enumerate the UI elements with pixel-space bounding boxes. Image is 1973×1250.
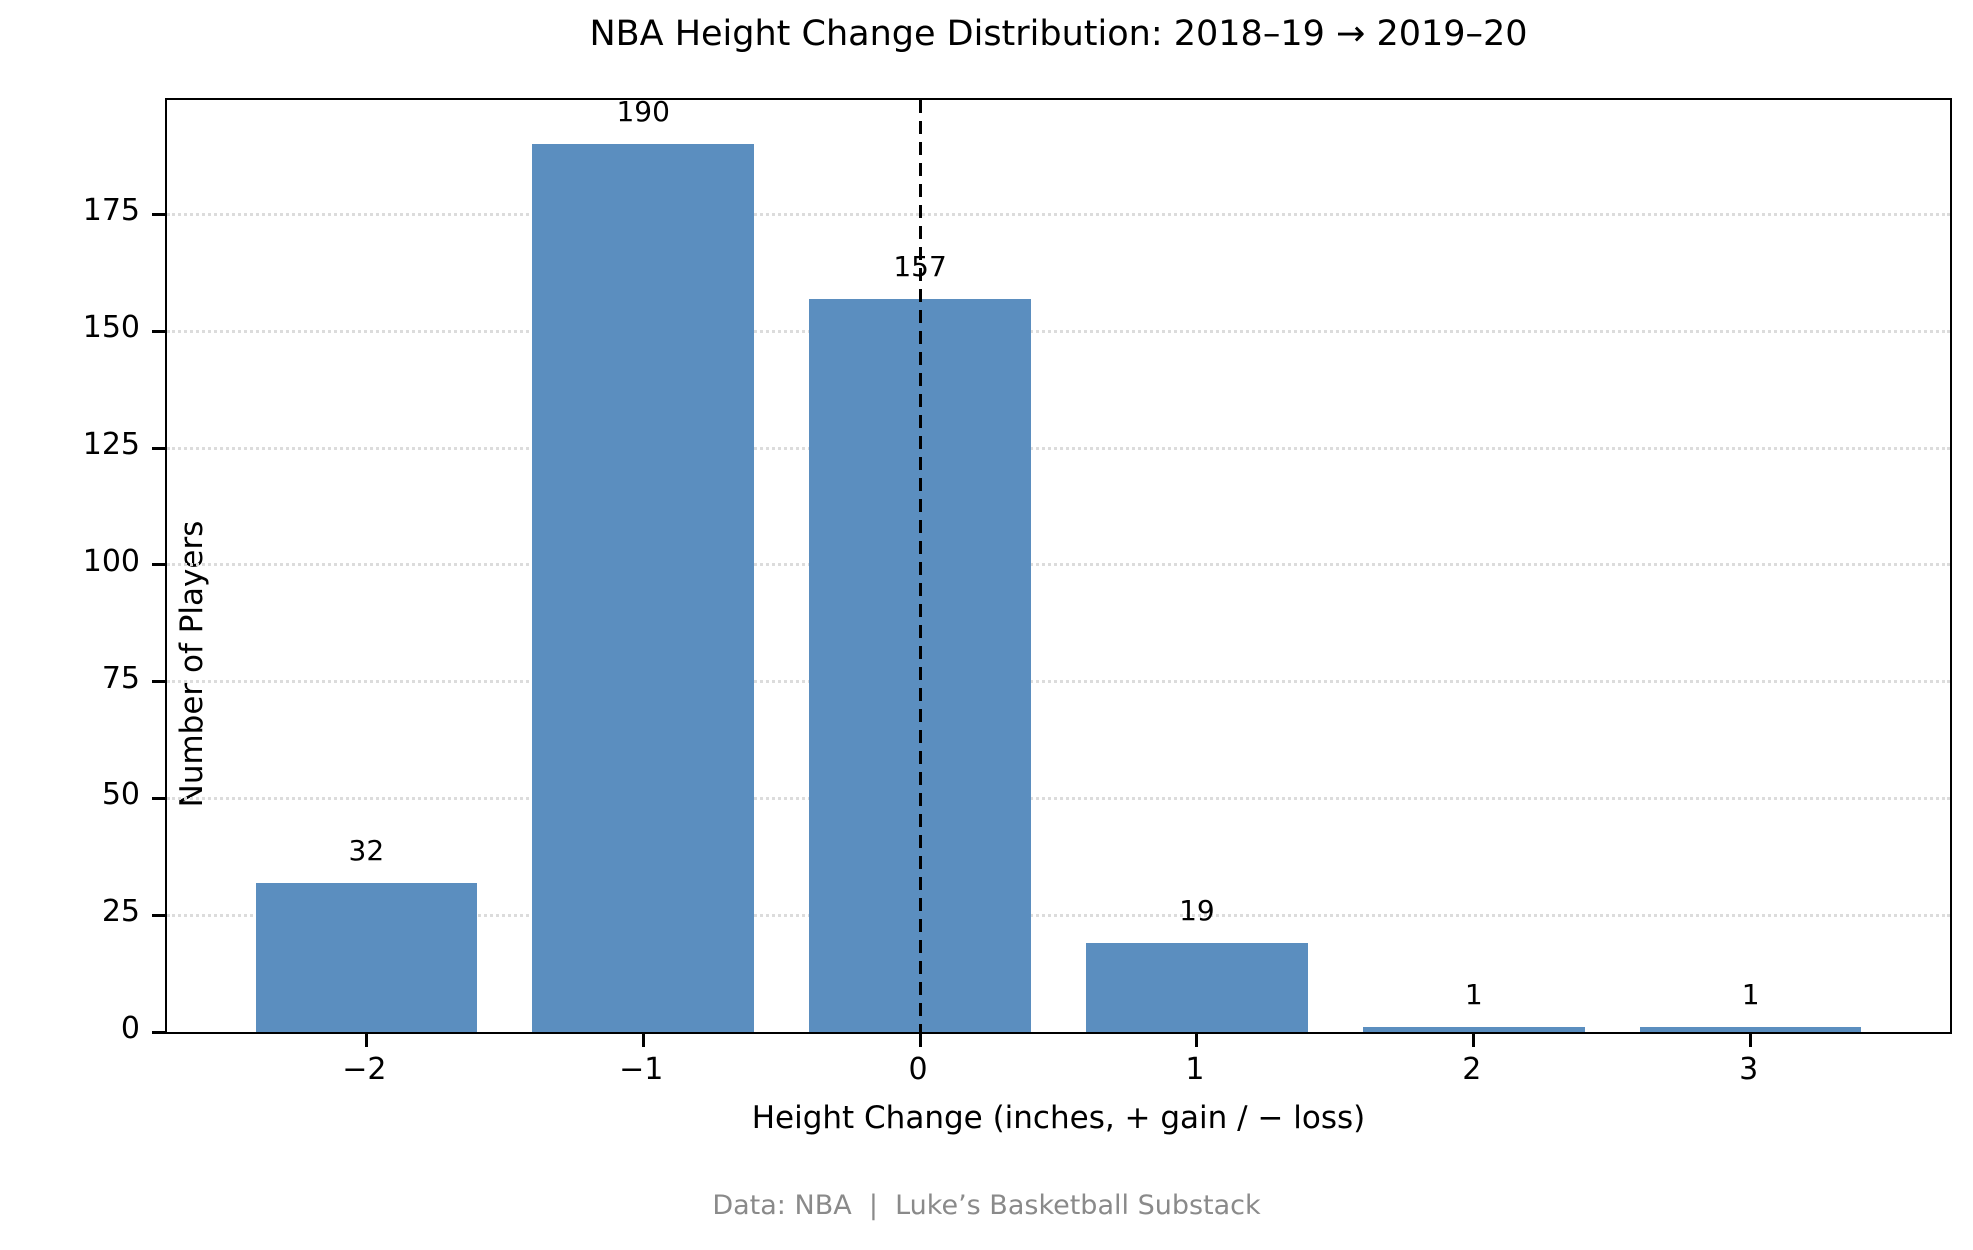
- gridline: [167, 563, 1950, 567]
- x-tick-mark: [364, 1032, 368, 1047]
- x-tick-label: 1: [1185, 1052, 1205, 1087]
- bar: [1363, 1027, 1585, 1032]
- gridline: [167, 446, 1950, 450]
- bar: [1086, 943, 1308, 1032]
- y-tick-mark: [152, 796, 167, 800]
- y-tick-label: 50: [101, 777, 140, 813]
- y-tick-mark: [152, 329, 167, 333]
- x-axis-title: Height Change (inches, + gain / − loss): [751, 1100, 1366, 1136]
- y-tick-mark: [152, 446, 167, 450]
- y-tick-mark: [152, 212, 167, 216]
- bar: [1639, 1027, 1862, 1032]
- footer-caption: Data: NBA | Luke’s Basketball Substack: [712, 1190, 1261, 1221]
- x-tick-mark: [918, 1032, 922, 1047]
- bar: [532, 144, 754, 1032]
- y-tick-mark: [152, 563, 167, 567]
- y-tick-label: 175: [82, 193, 140, 229]
- bar-value-label: 1: [1464, 978, 1483, 1012]
- y-tick-label: 100: [82, 543, 140, 579]
- bar-value-label: 190: [616, 95, 670, 129]
- x-tick-label: 0: [908, 1052, 928, 1087]
- gridline: [167, 329, 1950, 333]
- gridline: [167, 913, 1950, 917]
- x-tick-label: 2: [1462, 1052, 1482, 1087]
- x-tick-mark: [1749, 1032, 1753, 1047]
- gridline: [167, 212, 1950, 216]
- y-tick-label: 25: [101, 894, 140, 930]
- plot-area: Number of Players 321901571911: [152, 95, 1952, 1047]
- bar: [255, 882, 478, 1032]
- y-tick-mark: [152, 913, 167, 917]
- bar-value-label: 19: [1179, 894, 1215, 928]
- chart-title: NBA Height Change Distribution: 2018–19 …: [589, 14, 1528, 54]
- bar-value-label: 32: [348, 833, 385, 867]
- x-tick-label: −1: [619, 1052, 664, 1087]
- x-tick-mark: [641, 1032, 645, 1047]
- y-tick-mark: [152, 1030, 167, 1034]
- x-tick-mark: [1195, 1032, 1199, 1047]
- bar-value-label: 1: [1741, 978, 1760, 1012]
- y-tick-mark: [152, 680, 167, 684]
- gridline: [167, 796, 1950, 800]
- zero-reference-line: [918, 100, 922, 1032]
- x-tick-label: 3: [1739, 1052, 1759, 1087]
- gridline: [167, 680, 1950, 684]
- y-tick-label: 125: [82, 427, 140, 463]
- y-tick-label: 75: [101, 660, 140, 696]
- y-tick-label: 0: [120, 1011, 140, 1046]
- x-tick-label: −2: [342, 1052, 387, 1087]
- y-tick-label: 150: [82, 310, 140, 346]
- x-tick-mark: [1472, 1032, 1476, 1047]
